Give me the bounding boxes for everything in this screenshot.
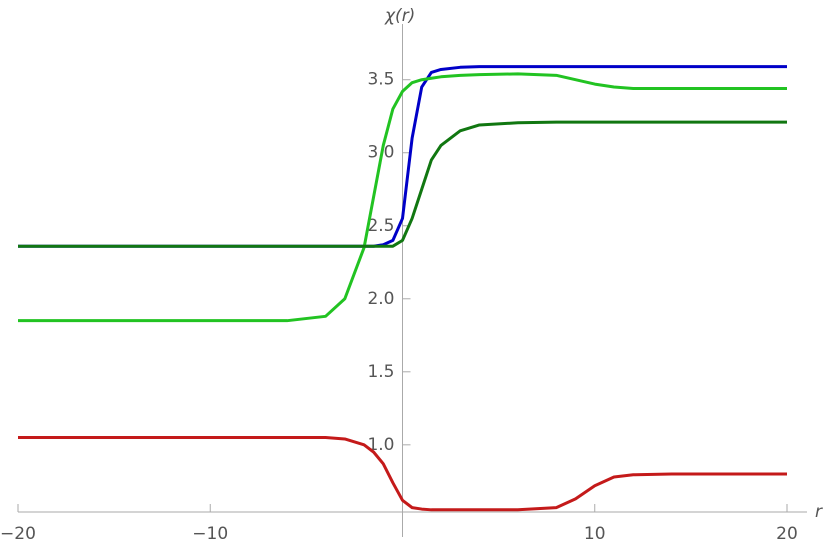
y-tick-label: 1.5 — [367, 362, 394, 382]
x-axis-label: r — [815, 502, 823, 522]
x-tick-label: −20 — [0, 524, 36, 544]
line-series — [18, 120, 787, 248]
y-tick-label: 1.0 — [367, 435, 394, 455]
y-tick-label: 3.5 — [367, 70, 394, 90]
y-tick-label: 2.5 — [367, 216, 394, 236]
line-series — [18, 436, 787, 512]
y-tick-label: 2.0 — [367, 289, 394, 309]
x-tick-label: −10 — [192, 524, 228, 544]
x-tick-label: 10 — [584, 524, 606, 544]
y-axis-label: χ(r) — [384, 6, 415, 26]
line-series — [18, 72, 787, 323]
x-tick-label: 20 — [776, 524, 798, 544]
